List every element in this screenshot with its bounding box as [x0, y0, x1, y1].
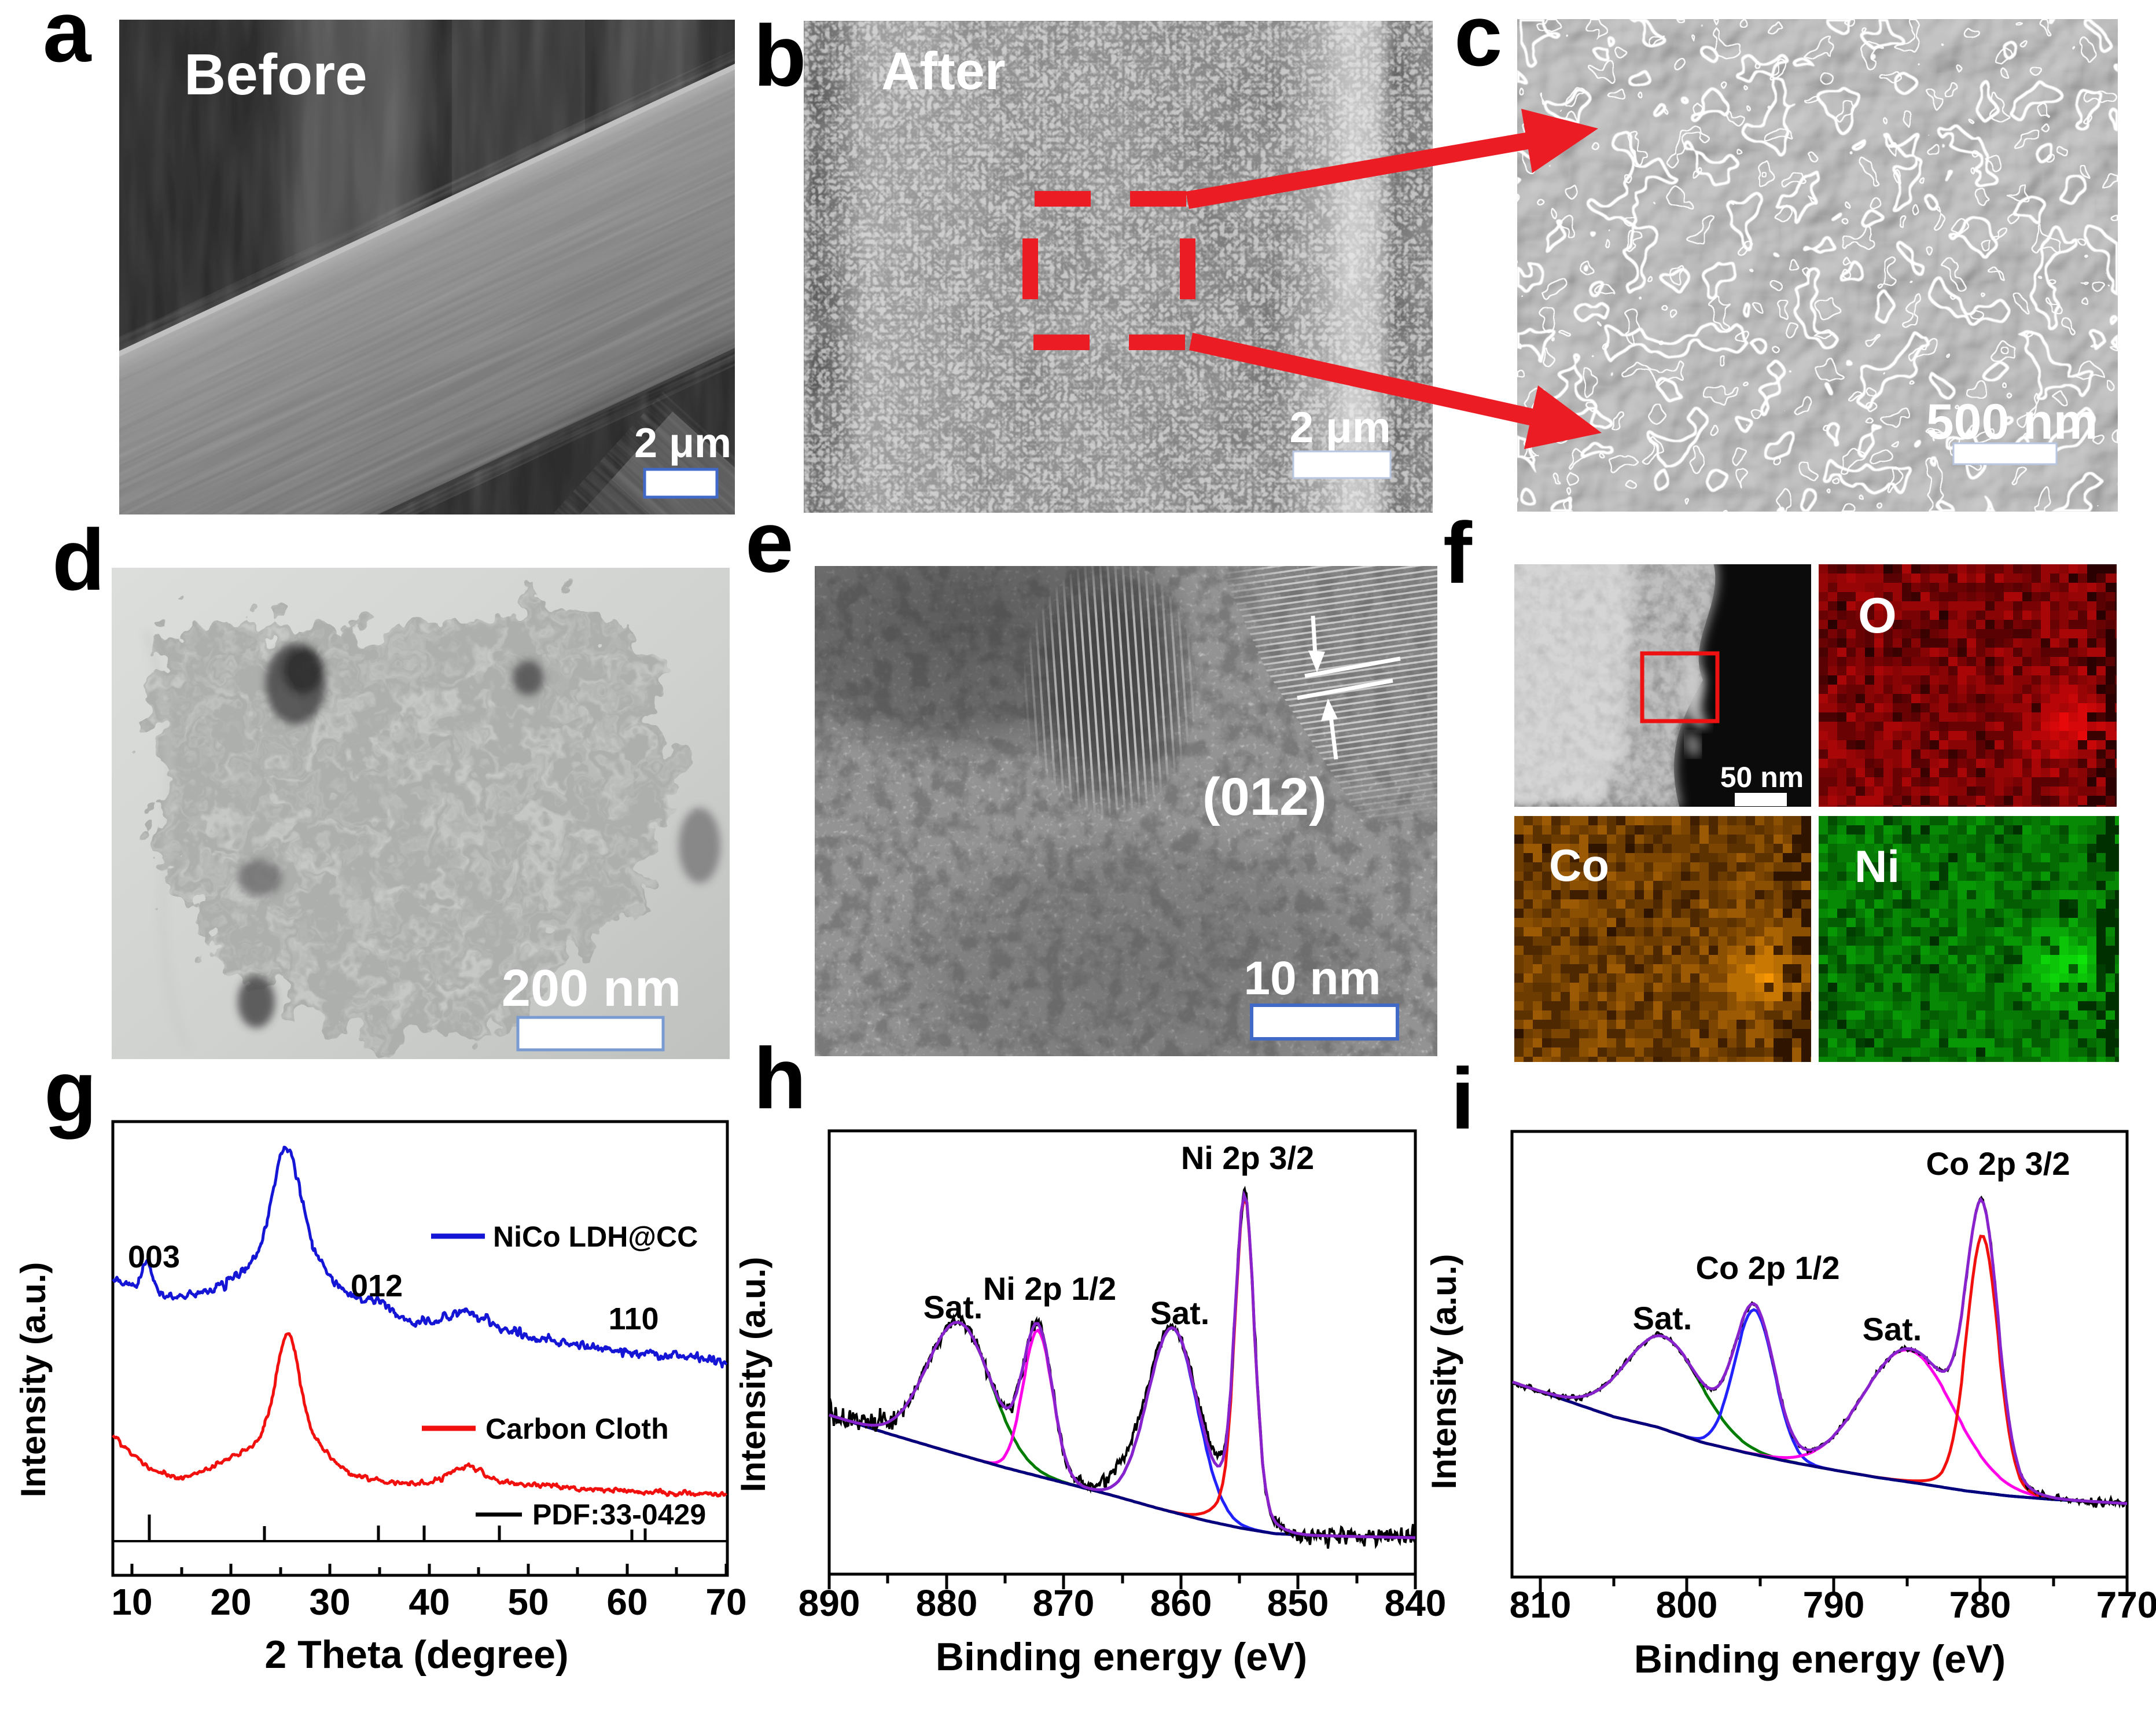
svg-text:Sat.: Sat. [1150, 1295, 1210, 1331]
svg-text:d: d [52, 511, 105, 608]
svg-text:2 Theta (degree): 2 Theta (degree) [264, 1633, 568, 1677]
svg-text:10: 10 [111, 1581, 152, 1623]
svg-text:Intensity (a.u.): Intensity (a.u.) [14, 1262, 53, 1498]
svg-text:PDF:33-0429: PDF:33-0429 [532, 1498, 706, 1531]
svg-text:30: 30 [309, 1581, 350, 1623]
svg-text:Carbon Cloth: Carbon Cloth [485, 1413, 669, 1445]
svg-text:b: b [753, 7, 807, 104]
svg-text:Ni: Ni [1855, 841, 1900, 892]
svg-text:h: h [753, 1030, 807, 1127]
svg-text:880: 880 [916, 1582, 978, 1624]
svg-text:200 nm: 200 nm [502, 960, 681, 1017]
svg-text:Ni 2p 1/2: Ni 2p 1/2 [983, 1270, 1116, 1307]
svg-text:790: 790 [1803, 1584, 1865, 1626]
svg-text:Co: Co [1549, 840, 1609, 891]
svg-text:g: g [44, 1042, 97, 1140]
svg-text:Intensity (a.u.): Intensity (a.u.) [1425, 1254, 1463, 1490]
svg-text:Ni 2p 3/2: Ni 2p 3/2 [1181, 1140, 1314, 1176]
svg-text:70: 70 [705, 1581, 746, 1623]
svg-text:2 μm: 2 μm [634, 420, 731, 466]
svg-text:Binding energy (eV): Binding energy (eV) [936, 1635, 1307, 1679]
svg-text:i: i [1451, 1050, 1475, 1147]
svg-text:Sat.: Sat. [924, 1289, 983, 1325]
svg-text:Intensity (a.u.): Intensity (a.u.) [734, 1257, 772, 1493]
svg-text:20: 20 [210, 1581, 251, 1623]
svg-text:800: 800 [1656, 1584, 1718, 1626]
svg-text:40: 40 [409, 1581, 450, 1623]
svg-text:Sat.: Sat. [1863, 1311, 1922, 1347]
svg-text:810: 810 [1510, 1584, 1572, 1626]
svg-text:110: 110 [608, 1302, 658, 1336]
svg-text:2 μm: 2 μm [1289, 403, 1390, 451]
svg-text:Co 2p 3/2: Co 2p 3/2 [1926, 1145, 2070, 1182]
svg-text:850: 850 [1267, 1582, 1329, 1624]
svg-text:770: 770 [2096, 1584, 2156, 1626]
svg-text:e: e [745, 493, 793, 590]
svg-text:840: 840 [1385, 1582, 1447, 1624]
svg-text:50 nm: 50 nm [1720, 761, 1804, 793]
svg-text:Binding energy (eV): Binding energy (eV) [1634, 1637, 2006, 1681]
svg-text:50: 50 [507, 1581, 549, 1623]
svg-text:890: 890 [799, 1582, 860, 1624]
svg-text:f: f [1443, 504, 1473, 601]
svg-text:Before: Before [184, 42, 367, 107]
svg-text:003: 003 [128, 1240, 180, 1274]
svg-text:Sat.: Sat. [1633, 1300, 1693, 1336]
svg-text:Co 2p 1/2: Co 2p 1/2 [1696, 1249, 1840, 1286]
svg-text:780: 780 [1949, 1584, 2011, 1626]
svg-text:860: 860 [1150, 1582, 1212, 1624]
svg-text:After: After [881, 42, 1006, 101]
svg-text:60: 60 [606, 1581, 647, 1623]
svg-text:012: 012 [351, 1269, 403, 1303]
svg-text:10 nm: 10 nm [1244, 952, 1381, 1005]
svg-text:a: a [43, 0, 92, 80]
svg-text:O: O [1858, 588, 1897, 644]
svg-text:500 nm: 500 nm [1926, 394, 2098, 450]
svg-text:c: c [1454, 0, 1502, 84]
svg-text:NiCo LDH@CC: NiCo LDH@CC [493, 1221, 698, 1253]
svg-text:(012): (012) [1202, 767, 1327, 826]
svg-text:870: 870 [1033, 1582, 1095, 1624]
